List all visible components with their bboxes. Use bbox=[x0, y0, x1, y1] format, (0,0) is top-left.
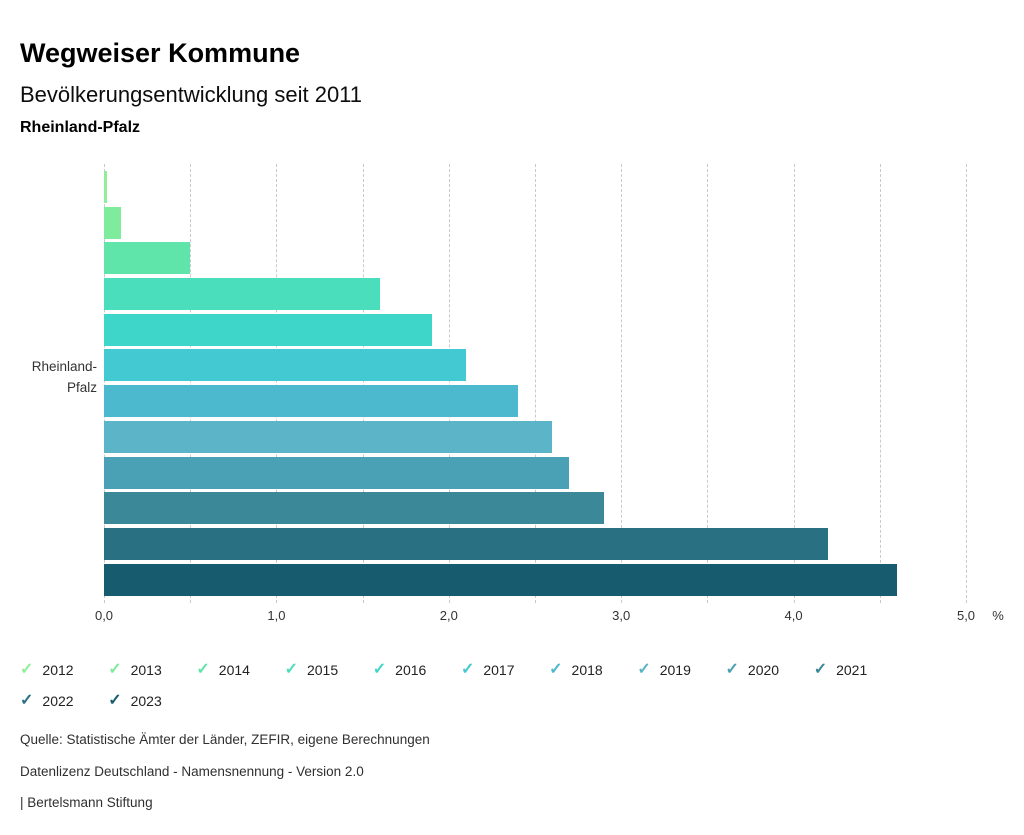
legend-year-label: 2019 bbox=[659, 661, 691, 678]
bar-2018[interactable] bbox=[104, 385, 518, 418]
check-icon: ✓ bbox=[637, 660, 651, 678]
bar-2020[interactable] bbox=[104, 456, 570, 489]
x-tick-label: 1,0 bbox=[267, 608, 286, 623]
legend-item-2018[interactable]: ✓ 2018 bbox=[549, 654, 637, 686]
gridline bbox=[104, 164, 105, 603]
gridline bbox=[879, 164, 881, 603]
check-icon: ✓ bbox=[813, 660, 828, 678]
gridline bbox=[362, 164, 364, 603]
legend-item-2020[interactable]: ✓ 2020 bbox=[726, 654, 814, 686]
bar-2017[interactable] bbox=[104, 349, 467, 382]
legend-item-2014[interactable]: ✓ 2014 bbox=[196, 654, 284, 686]
check-icon: ✓ bbox=[20, 692, 34, 710]
x-tick-label: 5,0 bbox=[956, 608, 976, 623]
gridline bbox=[966, 164, 967, 603]
legend: ✓ 2012 ✓ 2013 ✓ 2014 ✓ 2015 ✓ 2016 ✓ 2017 ✓ 2018 ✓ 2019… bbox=[20, 654, 904, 717]
gridline bbox=[535, 164, 536, 603]
legend-item-2021[interactable]: ✓ 2021 bbox=[814, 654, 902, 686]
region-label: Rheinland-Pfalz bbox=[20, 119, 141, 136]
legend-year-label: 2021 bbox=[836, 661, 868, 678]
bar-2022[interactable] bbox=[104, 527, 829, 560]
bar-2013[interactable] bbox=[104, 206, 122, 239]
license-note: Datenlizenz Deutschland - Namensnennung … bbox=[20, 763, 364, 779]
x-axis-unit-label: % bbox=[992, 608, 1004, 623]
gridline bbox=[621, 164, 623, 603]
gridline bbox=[707, 164, 709, 603]
bar-2012[interactable] bbox=[104, 171, 108, 203]
legend-year-label: 2012 bbox=[42, 661, 74, 678]
bar-2014[interactable] bbox=[104, 242, 191, 275]
x-tick-label: 2,0 bbox=[439, 608, 458, 623]
legend-year-label: 2015 bbox=[306, 661, 339, 678]
bar-2019[interactable] bbox=[104, 420, 553, 453]
x-tick-label: 0,0 bbox=[94, 608, 114, 623]
legend-item-2023[interactable]: ✓ 2023 bbox=[108, 686, 196, 718]
legend-item-2017[interactable]: ✓ 2017 bbox=[461, 654, 549, 686]
gridline bbox=[276, 164, 278, 603]
gridline bbox=[448, 164, 450, 603]
gridline bbox=[793, 164, 795, 603]
check-icon: ✓ bbox=[108, 692, 122, 710]
footer: Quelle: Statistische Ämter der Länder, Z… bbox=[20, 732, 430, 827]
bar-2016[interactable] bbox=[104, 313, 432, 346]
check-icon: ✓ bbox=[725, 660, 739, 678]
check-icon: ✓ bbox=[372, 660, 387, 678]
check-icon: ✓ bbox=[196, 660, 210, 678]
y-axis-category-label: Rheinland-Pfalz bbox=[31, 359, 97, 395]
x-tick-label: 3,0 bbox=[612, 608, 631, 623]
check-icon: ✓ bbox=[20, 660, 34, 678]
check-icon: ✓ bbox=[108, 660, 122, 678]
page-title: Wegweiser Kommune bbox=[20, 38, 301, 69]
legend-item-2016[interactable]: ✓ 2016 bbox=[373, 654, 461, 686]
check-icon: ✓ bbox=[460, 660, 475, 678]
legend-item-2022[interactable]: ✓ 2022 bbox=[20, 686, 108, 718]
check-icon: ✓ bbox=[549, 660, 563, 678]
x-tick-label: 4,0 bbox=[784, 608, 803, 623]
legend-item-2012[interactable]: ✓ 2012 bbox=[20, 654, 108, 686]
source-note: Quelle: Statistische Ämter der Länder, Z… bbox=[20, 732, 430, 747]
legend-item-2013[interactable]: ✓ 2013 bbox=[108, 654, 196, 686]
legend-year-label: 2023 bbox=[130, 693, 162, 710]
legend-year-label: 2022 bbox=[42, 693, 74, 710]
gridline bbox=[190, 164, 192, 603]
legend-year-label: 2016 bbox=[395, 661, 427, 678]
attribution-note: | Bertelsmann Stiftung bbox=[20, 795, 153, 810]
legend-item-2019[interactable]: ✓ 2019 bbox=[637, 654, 725, 686]
legend-item-2015[interactable]: ✓ 2015 bbox=[285, 654, 373, 686]
bar-2015[interactable] bbox=[104, 278, 380, 311]
legend-year-label: 2014 bbox=[218, 661, 250, 678]
bar-2023[interactable] bbox=[104, 563, 898, 596]
plot-area: % 0,0 1,0 2,0 3,0 4,0 5,0 bbox=[95, 164, 1004, 623]
bars-group bbox=[104, 171, 966, 596]
legend-year-label: 2013 bbox=[130, 661, 162, 678]
legend-year-label: 2017 bbox=[483, 661, 515, 678]
check-icon: ✓ bbox=[284, 660, 298, 678]
legend-year-label: 2020 bbox=[747, 661, 780, 678]
bar-2021[interactable] bbox=[104, 492, 604, 525]
chart-subtitle: Bevölkerungsentwicklung seit 2011 bbox=[20, 82, 363, 108]
legend-year-label: 2018 bbox=[571, 661, 603, 678]
